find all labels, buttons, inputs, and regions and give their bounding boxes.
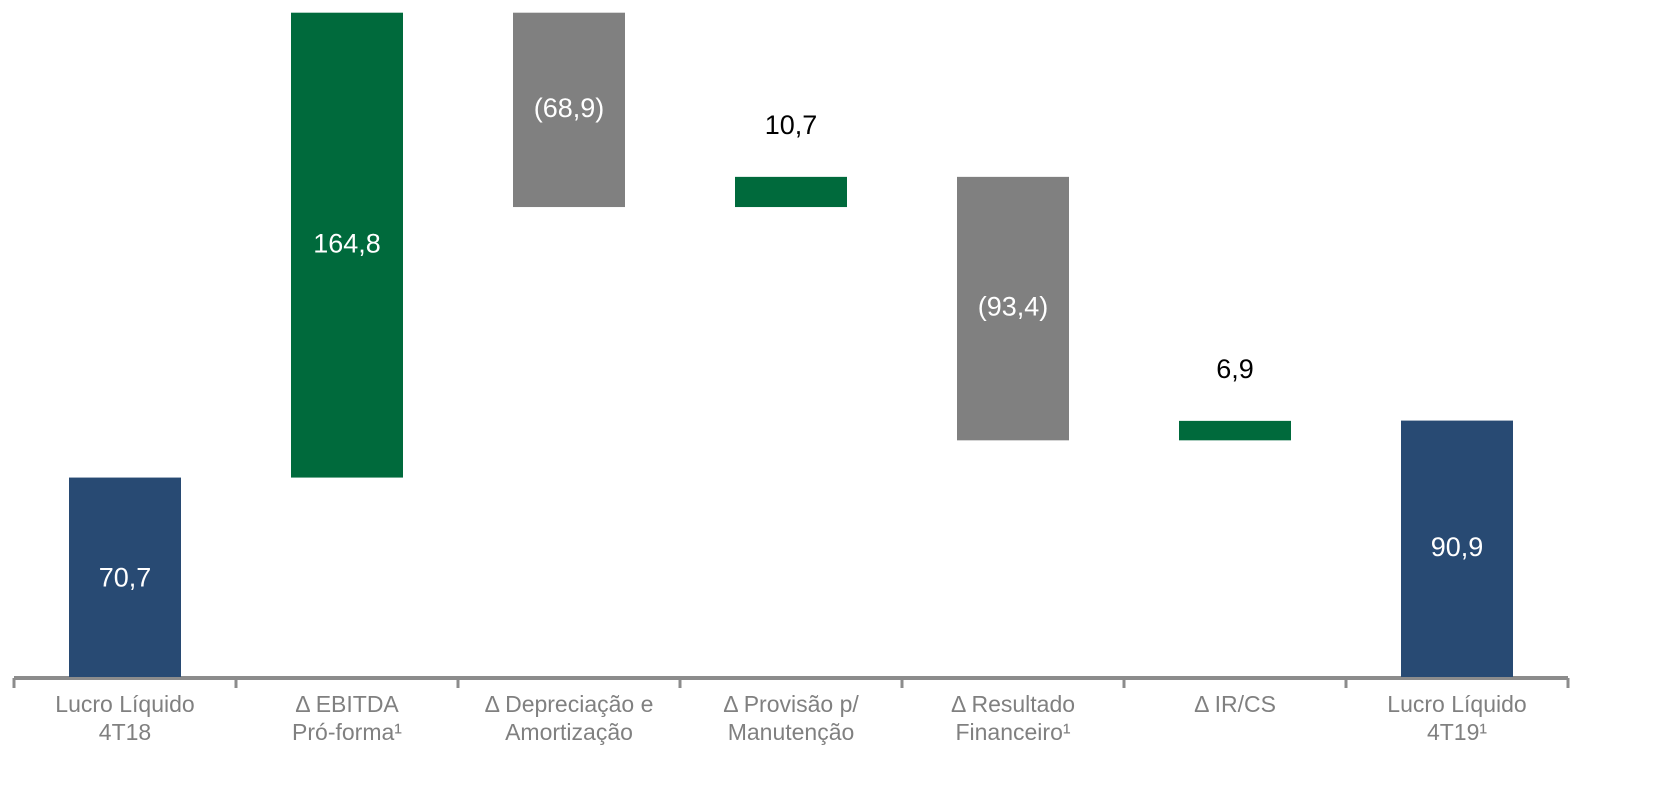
bar (957, 176, 1069, 441)
value-label: (68,9) (534, 93, 605, 123)
bar (69, 477, 181, 677)
bar (513, 12, 625, 208)
x-tick-label: Lucro Líquido 4T19¹ (1387, 691, 1527, 745)
value-label: 164,8 (313, 228, 381, 258)
x-tick-label: Δ EBITDA Pró-forma¹ (292, 691, 402, 745)
x-tick-label: Δ IR/CS (1194, 691, 1276, 717)
bar (291, 12, 403, 478)
x-tick-label: Lucro Líquido 4T18 (55, 691, 195, 745)
bar (1401, 420, 1513, 677)
value-label: 10,7 (765, 110, 818, 140)
x-tick-label: Δ Provisão p/ Manutenção (723, 691, 859, 745)
value-label: 70,7 (99, 562, 152, 592)
bar (735, 176, 847, 208)
value-label: 90,9 (1431, 532, 1484, 562)
value-label: 6,9 (1216, 354, 1254, 384)
bar (1179, 420, 1291, 441)
x-tick-label: Δ Resultado Financeiro¹ (950, 691, 1076, 745)
value-label: (93,4) (978, 292, 1049, 322)
x-tick-label: Δ Depreciação e Amortização (484, 691, 654, 745)
